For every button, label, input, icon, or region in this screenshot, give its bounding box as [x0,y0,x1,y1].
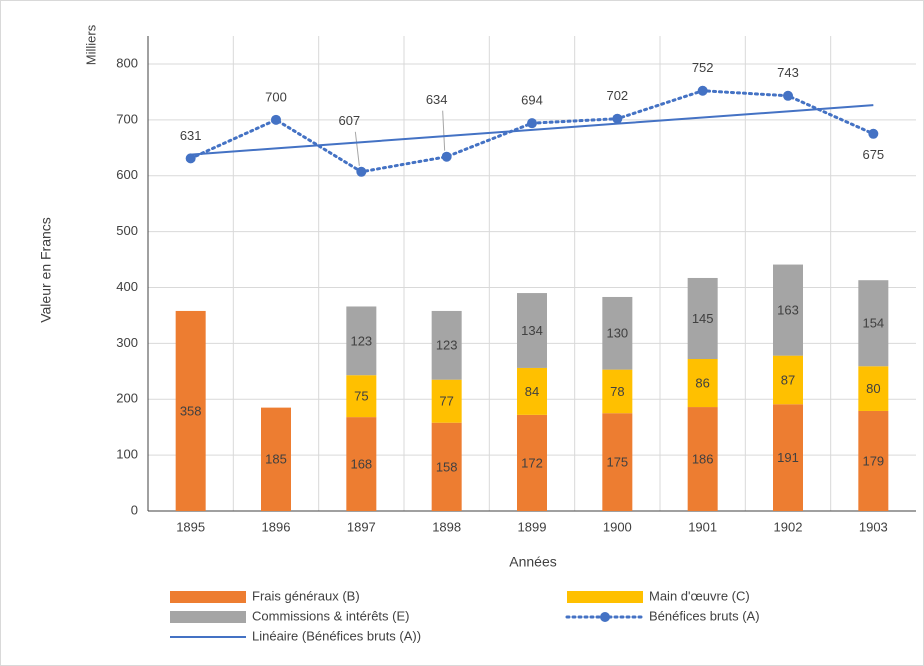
y-tick-label: 800 [116,55,138,70]
point-value-label: 743 [777,65,799,80]
bar-segment [687,277,718,359]
x-tick-label: 1899 [518,519,547,534]
bar-segment [858,410,889,511]
line-point [185,153,196,164]
bar-value-label: 75 [354,389,368,404]
x-tick-label: 1895 [176,519,205,534]
x-tick-label: 1902 [774,519,803,534]
bar-segment [602,413,633,511]
legend-label: Linéaire (Bénéfices bruts (A)) [252,628,421,643]
bar-segment [773,355,803,405]
bar-value-label: 145 [692,311,714,326]
bar-value-label: 168 [350,456,372,471]
bar-segment [687,359,718,408]
bar-segment [431,379,462,423]
bar-value-label: 158 [436,459,458,474]
bar-value-label: 154 [862,316,884,331]
bar-segment [517,367,547,415]
bar-value-label: 175 [606,455,628,470]
bar-segment [346,417,377,511]
trend-line [190,104,874,156]
x-tick-label: 1896 [262,519,291,534]
line-point [356,166,367,177]
bar-value-label: 163 [777,303,799,318]
point-value-label: 752 [692,60,714,75]
point-value-label: 694 [521,93,543,108]
bar-value-label: 185 [265,452,287,467]
y-tick-label: 400 [116,279,138,294]
bar-segment [431,310,462,380]
leader-line [354,131,360,166]
y-axis-title: Valeur en Francs [38,217,54,323]
legend-label: Frais généraux (B) [252,588,360,603]
x-axis-title: Années [509,554,556,570]
bar-segment [517,293,547,368]
bar-value-label: 130 [606,326,628,341]
line-point [783,90,793,101]
line-point [527,118,537,129]
point-value-label: 634 [426,92,448,107]
line-point [612,113,623,124]
bar-segment [773,404,803,511]
bar-segment [858,280,889,367]
bar-value-label: 123 [350,333,372,348]
point-value-label: 702 [606,88,628,103]
bar-value-label: 186 [692,451,714,466]
y-unit-label: Milliers [83,24,98,65]
leader-line [442,110,446,151]
bar-value-label: 179 [862,453,884,468]
bar-segment [517,414,547,511]
y-tick-label: 0 [131,502,138,517]
bar-segment [261,407,291,511]
line-point [868,128,879,139]
bar-segment [431,422,462,511]
y-tick-label: 200 [116,391,138,406]
y-tick-label: 600 [116,167,138,182]
legend-swatch [567,591,643,603]
bar-value-label: 172 [521,455,543,470]
bar-segment [858,366,889,411]
bar-segment [175,310,206,511]
y-tick-label: 500 [116,223,138,238]
line-point [441,151,452,162]
legend-label: Commissions & intérêts (E) [252,608,409,623]
y-tick-label: 100 [116,447,138,462]
point-value-label: 631 [180,128,202,143]
bar-value-label: 87 [781,372,795,387]
x-tick-label: 1901 [688,519,717,534]
bar-segment [687,407,718,511]
legend-label: Bénéfices bruts (A) [649,608,760,623]
bar-value-label: 358 [180,403,202,418]
bar-segment [346,306,377,376]
bar-segment [602,369,633,414]
bar-segment [773,264,803,356]
bar-value-label: 80 [866,381,880,396]
x-tick-label: 1898 [432,519,461,534]
bar-value-label: 86 [695,375,709,390]
legend-swatch [170,591,246,603]
x-tick-label: 1903 [859,519,888,534]
x-tick-label: 1897 [347,519,376,534]
legend-label: Main d'œuvre (C) [649,588,750,603]
bar-segment [602,296,633,370]
bar-value-label: 191 [777,450,799,465]
point-value-label: 700 [265,89,287,104]
bar-value-label: 134 [521,323,543,338]
legend-marker [600,612,610,622]
y-tick-label: 300 [116,335,138,350]
bar-value-label: 84 [525,384,539,399]
bar-value-label: 123 [436,338,458,353]
x-tick-label: 1900 [603,519,632,534]
y-tick-label: 700 [116,111,138,126]
bar-value-label: 77 [439,394,453,409]
point-value-label: 675 [862,147,884,162]
line-point [271,114,281,125]
point-value-label: 607 [338,113,360,128]
legend-swatch [170,611,246,623]
line-point [697,85,708,96]
bar-value-label: 78 [610,384,624,399]
bar-segment [346,375,377,418]
